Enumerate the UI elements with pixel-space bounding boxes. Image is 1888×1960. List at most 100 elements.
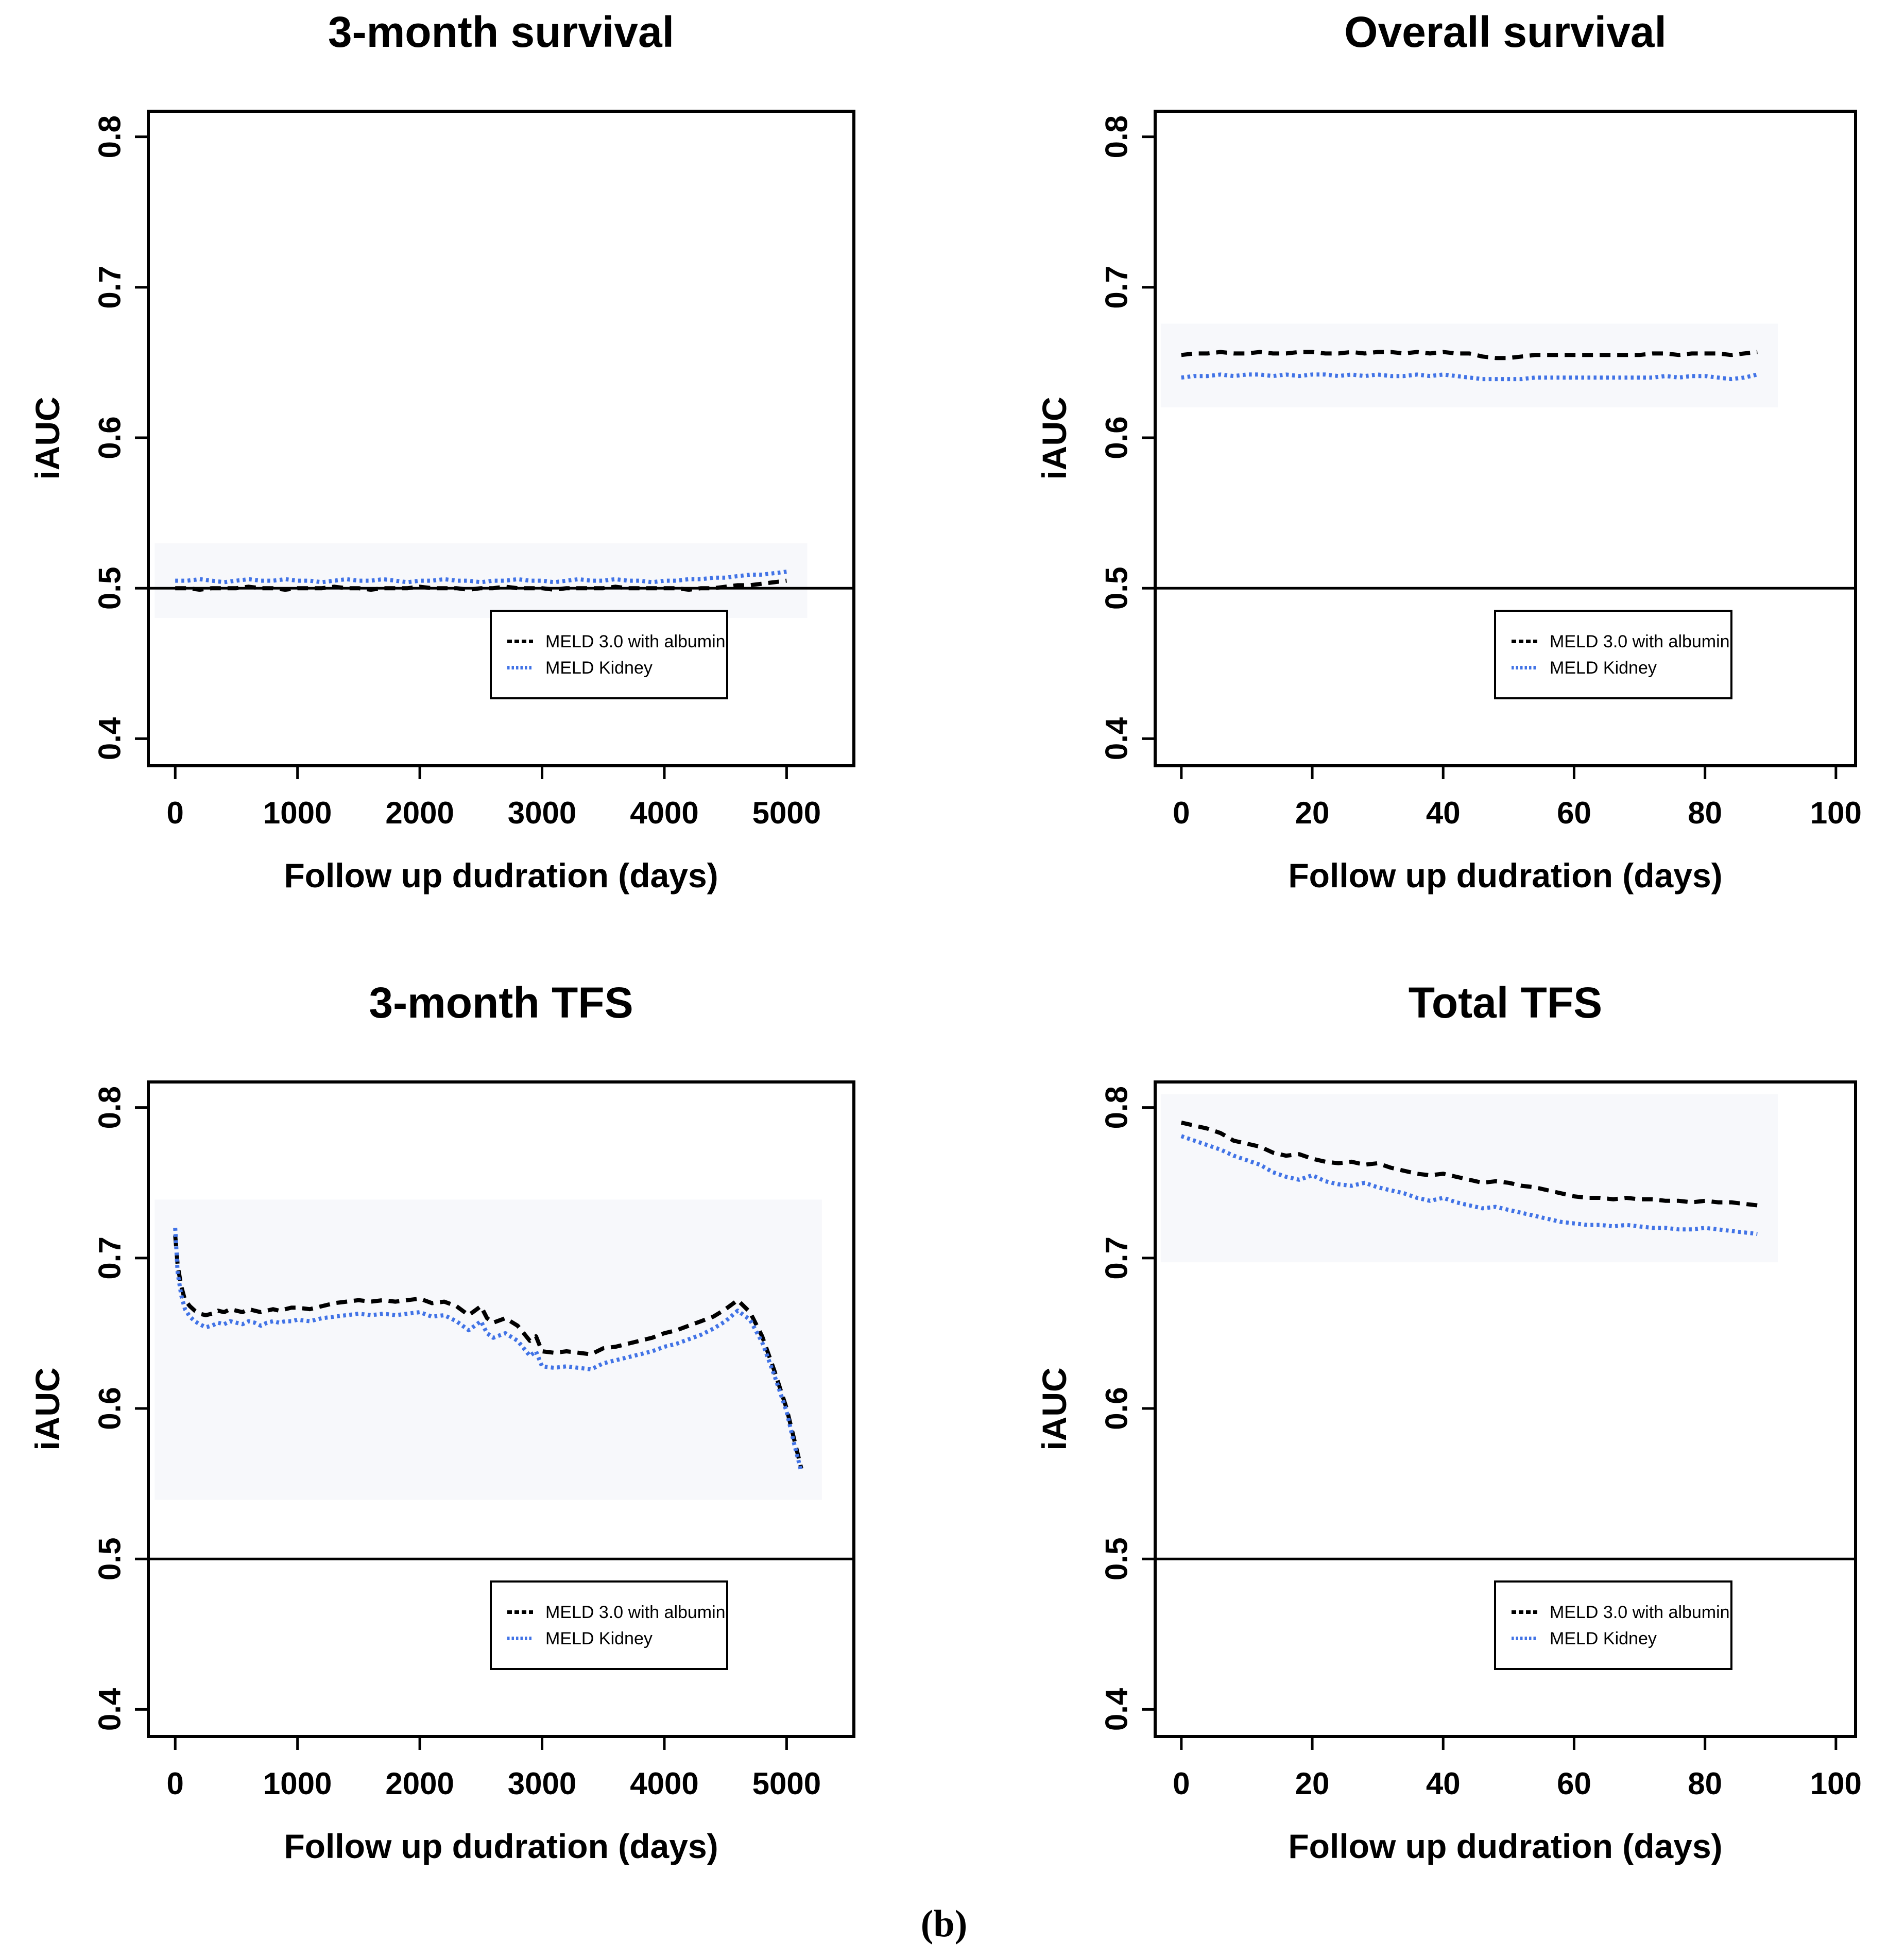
legend-label: MELD Kidney	[545, 1628, 653, 1648]
y-tick-label: 0.8	[1100, 1086, 1134, 1129]
legend-item: MELD 3.0 with albumin	[1512, 1604, 1730, 1621]
legend-label: MELD 3.0 with albumin	[1550, 631, 1730, 651]
x-tick-label: 0	[167, 1766, 184, 1801]
chart-title: 3-month survival	[328, 8, 675, 56]
legend-item: MELD 3.0 with albumin	[507, 1604, 726, 1621]
x-axis-label: Follow up dudration (days)	[1288, 856, 1723, 895]
y-tick-label: 0.7	[93, 1236, 127, 1279]
y-tick-label: 0.7	[1100, 1236, 1134, 1279]
legend: MELD 3.0 with albumin MELD Kidney	[1494, 610, 1732, 699]
legend: MELD 3.0 with albumin MELD Kidney	[490, 1580, 728, 1670]
x-tick-label: 60	[1557, 1766, 1591, 1801]
legend-label: MELD Kidney	[1550, 658, 1657, 678]
y-axis-label: iAUC	[28, 1367, 66, 1451]
x-tick-label: 80	[1688, 796, 1722, 830]
dashed-black-line-sample	[507, 1610, 533, 1614]
y-tick-label: 0.6	[1100, 416, 1134, 459]
data-backdrop	[1160, 1094, 1778, 1263]
chart-title: Overall survival	[1344, 8, 1667, 56]
x-tick-label: 2000	[385, 796, 454, 830]
x-tick-label: 20	[1295, 1766, 1330, 1801]
panel-3-month-survival: 3-month survival 0 1000 2000 3000 4000 5000 0.…	[0, 0, 944, 924]
series-line-meld-3-0-with-albumin	[1180, 1120, 1758, 1208]
dotted-blue-line-sample	[507, 666, 533, 669]
y-tick-label: 0.7	[1100, 266, 1134, 308]
y-axis-label: iAUC	[1035, 397, 1073, 480]
legend-item: MELD Kidney	[507, 659, 726, 677]
chart-title: Total TFS	[1408, 978, 1603, 1027]
y-tick-label: 0.6	[93, 416, 127, 459]
plot-3-month-survival: 0 1000 2000 3000 4000 5000 0.4 0.5 0.6 0.7 0.8	[93, 110, 855, 830]
data-backdrop	[155, 543, 808, 618]
x-tick-label: 1000	[263, 1766, 332, 1801]
y-tick-label: 0.5	[1100, 567, 1134, 610]
legend-label: MELD 3.0 with albumin	[545, 1602, 726, 1622]
legend-label: MELD 3.0 with albumin	[1550, 1602, 1730, 1622]
panel-overall-survival: Overall survival 0 20 40 60 80 100 0.4 0.5 0.6 0.…	[944, 0, 1888, 924]
x-tick-label: 0	[1173, 796, 1190, 830]
y-tick-label: 0.5	[93, 567, 127, 610]
data-backdrop	[1160, 323, 1778, 408]
y-tick-label: 0.4	[93, 1688, 127, 1731]
legend-item: MELD 3.0 with albumin	[1512, 633, 1730, 650]
y-tick-label: 0.4	[93, 717, 127, 760]
series-line-meld-kidney	[1180, 1134, 1758, 1236]
x-tick-label: 100	[1810, 1766, 1862, 1801]
plot-total-tfs: 0 20 40 60 80 100 0.4 0.5 0.6 0.7 0.8	[1100, 1080, 1862, 1801]
chart-title: 3-month TFS	[369, 978, 633, 1027]
legend-label: MELD 3.0 with albumin	[545, 631, 726, 651]
plot-overall-survival: 0 20 40 60 80 100 0.4 0.5 0.6 0.7 0.8	[1100, 110, 1862, 830]
y-tick-label: 0.5	[93, 1538, 127, 1580]
x-tick-label: 2000	[385, 1766, 454, 1801]
x-tick-label: 3000	[508, 796, 576, 830]
x-tick-label: 40	[1426, 1766, 1461, 1801]
x-axis-label: Follow up dudration (days)	[284, 1827, 718, 1865]
y-tick-label: 0.8	[1100, 115, 1134, 158]
dotted-blue-line-sample	[1512, 1637, 1537, 1640]
figure-caption: (b)	[920, 1903, 968, 1945]
x-tick-label: 1000	[263, 796, 332, 830]
dotted-blue-line-sample	[1512, 666, 1537, 669]
x-tick-label: 60	[1557, 796, 1591, 830]
y-tick-label: 0.4	[1100, 717, 1134, 760]
series-line-meld-3-0-with-albumin	[175, 578, 787, 592]
series-line-meld-3-0-with-albumin	[1181, 350, 1758, 360]
y-axis-label: iAUC	[1035, 1367, 1073, 1451]
y-tick-label: 0.8	[93, 1086, 127, 1129]
x-tick-label: 40	[1426, 796, 1461, 830]
dashed-black-line-sample	[1512, 1610, 1537, 1614]
panel-total-tfs: Total TFS 0 20 40 60 80 100 0.4 0.5 0.6 0.7 0.8 iA…	[944, 971, 1888, 1895]
x-tick-label: 0	[1173, 1766, 1190, 1801]
x-tick-label: 5000	[752, 1766, 821, 1801]
legend-item: MELD Kidney	[1512, 1630, 1730, 1647]
x-axis-label: Follow up dudration (days)	[284, 856, 718, 895]
plot-3-month-tfs: 0 1000 2000 3000 4000 5000 0.4 0.5 0.6 0.7 0.8	[93, 1080, 855, 1801]
y-tick-label: 0.6	[1100, 1387, 1134, 1430]
legend: MELD 3.0 with albumin MELD Kidney	[1494, 1580, 1732, 1670]
y-tick-label: 0.7	[93, 266, 127, 308]
x-tick-label: 100	[1810, 796, 1862, 830]
series-line-meld-kidney	[173, 1228, 803, 1472]
data-backdrop	[155, 1199, 822, 1500]
legend: MELD 3.0 with albumin MELD Kidney	[490, 610, 728, 699]
y-tick-label: 0.8	[93, 115, 127, 158]
legend-item: MELD Kidney	[507, 1630, 726, 1647]
x-axis-label: Follow up dudration (days)	[1288, 1827, 1723, 1865]
y-tick-label: 0.6	[93, 1387, 127, 1430]
legend-label: MELD Kidney	[1550, 1628, 1657, 1648]
x-tick-label: 4000	[630, 1766, 698, 1801]
dashed-black-line-sample	[507, 640, 533, 643]
y-tick-label: 0.4	[1100, 1688, 1134, 1731]
x-tick-label: 20	[1295, 796, 1330, 830]
y-axis-label: iAUC	[28, 397, 66, 480]
dotted-blue-line-sample	[507, 1637, 533, 1640]
x-tick-label: 0	[167, 796, 184, 830]
x-tick-label: 80	[1688, 1766, 1722, 1801]
legend-item: MELD Kidney	[1512, 659, 1730, 677]
dashed-black-line-sample	[1512, 640, 1537, 643]
panel-3-month-tfs: 3-month TFS 0 1000 2000 3000 4000 5000 0.4 0.5 0…	[0, 971, 944, 1895]
legend-label: MELD Kidney	[545, 658, 653, 678]
y-tick-label: 0.5	[1100, 1538, 1134, 1580]
legend-item: MELD 3.0 with albumin	[507, 633, 726, 650]
x-tick-label: 5000	[752, 796, 821, 830]
